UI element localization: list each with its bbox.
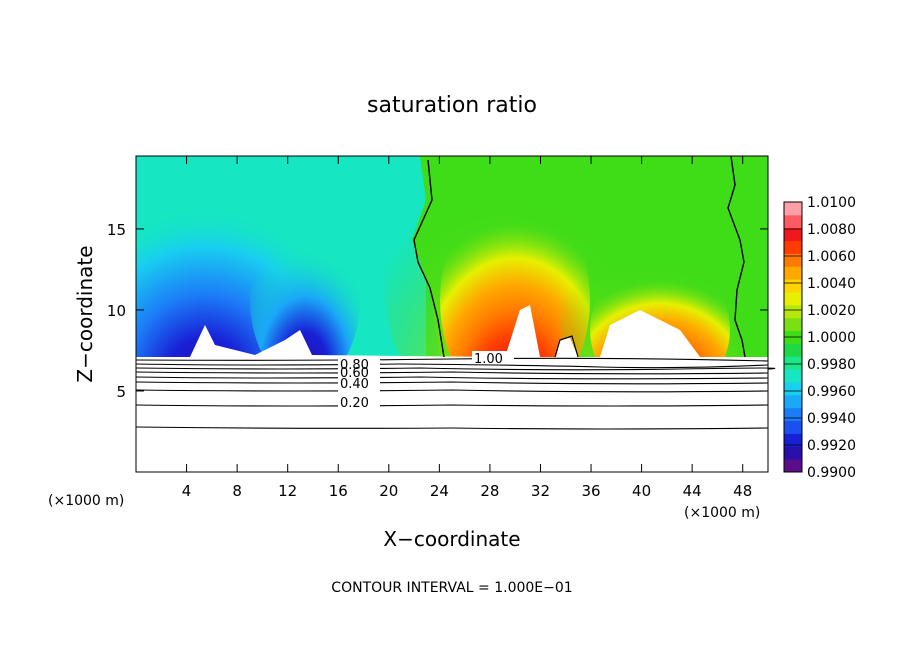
colorbar-segment: [784, 304, 802, 319]
colorbar-label: 1.0020: [807, 303, 856, 319]
colorbar-segment: [784, 420, 802, 434]
x-tick-label: 36: [581, 482, 600, 500]
colorbar-segment: [784, 382, 802, 396]
contour-interval-footer: CONTOUR INTERVAL = 1.000E−01: [331, 580, 572, 596]
colorbar-segment: [784, 356, 802, 370]
colorbar-segment: [784, 279, 802, 293]
colorbar-segment: [784, 394, 802, 409]
contour-line: [135, 381, 769, 385]
y-tick-label: 10: [107, 302, 126, 320]
plot-frame: [135, 155, 769, 473]
colorbar-segment: [784, 317, 802, 332]
y-axis-label: Z−coordinate: [73, 245, 97, 382]
colorbar-segment: [784, 433, 802, 447]
colorbar-label: 1.0080: [807, 222, 856, 238]
cloud-top-green-right: [725, 156, 768, 357]
contour-label-0.40: 0.40: [340, 377, 369, 392]
x-tick-label: 44: [683, 482, 702, 500]
x-axis-ticks: 4 8 12 16 20 24 28 32 36 40 44 48: [182, 156, 752, 500]
contour-line: [135, 371, 769, 375]
contour-line: [135, 376, 769, 380]
colorbar-segment: [784, 253, 802, 267]
colorbar-label: 1.0060: [807, 249, 856, 265]
colorbar-segment: [784, 446, 802, 460]
colorbar-label: 1.0100: [807, 195, 856, 211]
y-tick-label: 15: [107, 221, 126, 239]
colorbar-segment: [784, 202, 802, 216]
contour-1.00-right: [727, 156, 746, 358]
y-axis-ticks: 5 10 15: [107, 221, 768, 401]
contour-1.00-left: [413, 159, 445, 358]
colorbar-segment: [784, 227, 802, 242]
subsat-core-right: [250, 215, 360, 358]
contour-1.00-bump: [554, 335, 579, 358]
x-unit-right: (×1000 m): [684, 505, 760, 521]
x-tick-label: 28: [480, 482, 499, 500]
x-tick-label: 12: [278, 482, 297, 500]
x-tick-label: 4: [182, 482, 192, 500]
x-tick-label: 32: [531, 482, 550, 500]
contour-line: [135, 426, 769, 430]
x-tick-label: 24: [430, 482, 449, 500]
colorbar-segment: [784, 343, 802, 357]
contour-line: [135, 367, 776, 371]
y-tick-label: 5: [116, 383, 126, 401]
heatmap-field: [136, 156, 768, 358]
contour-line: [135, 404, 769, 407]
contour-label-bg: [472, 351, 514, 364]
contour-label-0.20: 0.20: [340, 396, 369, 411]
colorbar-segment: [784, 292, 802, 306]
supersat-core-a: [440, 190, 590, 358]
colorbar-label: 0.9980: [807, 357, 856, 373]
x-tick-label: 16: [329, 482, 348, 500]
contour-line: [135, 389, 769, 393]
colorbar-label: 1.0000: [807, 330, 856, 346]
contour-line: [135, 357, 769, 362]
contour-label-1.00: 1.00: [474, 352, 503, 367]
x-axis-label: X−coordinate: [383, 527, 520, 551]
x-tick-label: 48: [733, 482, 752, 500]
colorbar-label: 0.9940: [807, 411, 856, 427]
colorbar-label: 0.9900: [807, 465, 856, 481]
colorbar-segment: [784, 459, 802, 473]
colorbar-label: 0.9920: [807, 438, 856, 454]
colorbar-label: 0.9960: [807, 384, 856, 400]
x-unit-left: (×1000 m): [48, 493, 124, 509]
colorbar-label: 1.0040: [807, 276, 856, 292]
chart-title: saturation ratio: [367, 93, 537, 118]
colorbar-segment: [784, 266, 802, 280]
colorbar: 1.0100 1.0080 1.0060 1.0040 1.0020 1.0000 0.99…: [783, 195, 856, 481]
x-tick-label: 8: [232, 482, 242, 500]
colorbar-segment: [784, 407, 802, 422]
colorbar-segment: [784, 369, 802, 383]
contour-lines-lower: [135, 357, 776, 430]
contour-label-bg: [338, 395, 380, 409]
x-tick-label: 20: [379, 482, 398, 500]
colorbar-segment: [784, 214, 802, 229]
contour-label-0.60: 0.60: [340, 366, 369, 381]
contour-line: [135, 363, 769, 369]
contour-label-0.80: 0.80: [340, 358, 369, 373]
colorbar-segment: [784, 240, 802, 254]
white-below-cloud: [136, 305, 768, 358]
x-tick-label: 40: [632, 482, 651, 500]
